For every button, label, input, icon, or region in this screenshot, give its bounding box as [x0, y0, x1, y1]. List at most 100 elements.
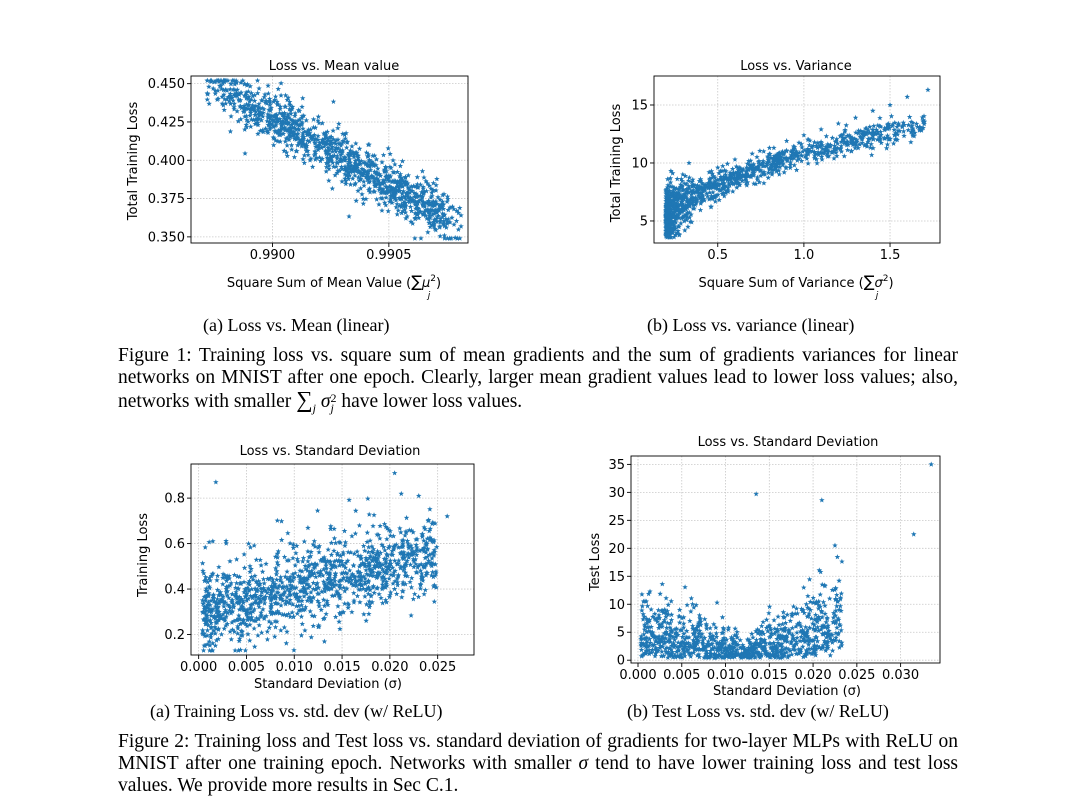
data-point [327, 558, 334, 564]
data-point [640, 651, 647, 657]
data-point [215, 626, 221, 632]
data-point [319, 136, 325, 143]
data-point [340, 609, 347, 615]
plot-area: 0.000 0.005 0.010 0.015 0.020 0.025 0.03035302… [608, 455, 941, 683]
data-point [673, 625, 680, 632]
data-point [745, 650, 751, 656]
data-point [826, 632, 833, 638]
data-point [706, 654, 712, 660]
data-point [380, 152, 387, 158]
data-point [291, 136, 298, 142]
data-point [419, 201, 426, 207]
data-point [324, 600, 330, 606]
data-point [775, 155, 782, 162]
data-point [336, 140, 342, 147]
data-point [426, 182, 433, 189]
data-point [387, 528, 393, 534]
data-point [654, 647, 660, 653]
data-point [242, 150, 248, 156]
data-point [680, 614, 687, 620]
data-point [274, 608, 281, 614]
figure-2-caption: Figure 2: Training loss and Test loss vs… [118, 731, 958, 797]
data-point [420, 563, 426, 569]
data-point [325, 158, 332, 164]
data-point [687, 218, 693, 224]
data-point [861, 142, 868, 148]
data-point [372, 180, 378, 186]
data-point [434, 214, 440, 220]
data-point [245, 106, 252, 112]
data-point [273, 118, 280, 124]
data-point [406, 187, 412, 193]
data-point [266, 107, 272, 113]
data-point [681, 203, 687, 209]
data-point [740, 166, 747, 172]
data-point [384, 188, 390, 194]
data-point [284, 135, 290, 141]
data-point [771, 617, 777, 623]
data-point [261, 614, 267, 620]
data-point [423, 560, 429, 567]
data-point [369, 174, 376, 181]
data-point [348, 168, 354, 174]
data-point [700, 646, 706, 652]
data-point [777, 153, 784, 160]
data-point [341, 600, 348, 606]
data-point [294, 610, 301, 616]
data-point [331, 562, 337, 568]
data-point [668, 229, 675, 235]
data-point [655, 615, 661, 621]
data-point [690, 649, 697, 656]
data-point [216, 78, 222, 84]
data-point [233, 617, 240, 623]
data-point [341, 528, 348, 534]
data-point [691, 646, 698, 652]
data-point [316, 543, 323, 549]
data-point [200, 601, 206, 607]
data-point [247, 593, 254, 599]
data-point [290, 614, 297, 620]
data-point [362, 561, 368, 567]
data-point [358, 555, 364, 562]
data-point [336, 578, 342, 584]
data-point [389, 191, 396, 197]
data-point [378, 190, 384, 196]
data-point [274, 559, 281, 565]
data-point [793, 148, 800, 154]
data-point [380, 584, 386, 591]
data-point [395, 572, 402, 578]
data-point [258, 597, 264, 603]
data-point [668, 190, 675, 197]
data-point [663, 233, 669, 239]
data-point [367, 601, 373, 608]
data-point [768, 165, 774, 171]
data-point [894, 131, 901, 137]
data-point [324, 598, 330, 604]
data-point [356, 177, 362, 183]
data-point [320, 556, 327, 562]
data-point [325, 602, 331, 608]
data-point [723, 653, 730, 659]
data-point [242, 647, 249, 653]
data-point [342, 175, 348, 182]
data-point [217, 83, 223, 89]
data-point [738, 654, 744, 661]
data-point [703, 651, 709, 657]
data-point [721, 193, 727, 199]
data-point [773, 645, 780, 651]
data-point [369, 158, 375, 165]
data-point [403, 196, 409, 202]
data-point [379, 566, 386, 572]
chart-title: Loss vs. Variance [740, 59, 852, 74]
data-point [372, 183, 378, 189]
data-point [686, 651, 693, 657]
data-point [811, 616, 818, 623]
data-point [267, 608, 274, 614]
data-point [353, 507, 359, 514]
data-point [754, 163, 761, 170]
data-point [240, 618, 246, 624]
data-point [287, 574, 293, 580]
data-point [400, 579, 406, 585]
data-point [373, 558, 379, 564]
data-point [227, 86, 233, 92]
